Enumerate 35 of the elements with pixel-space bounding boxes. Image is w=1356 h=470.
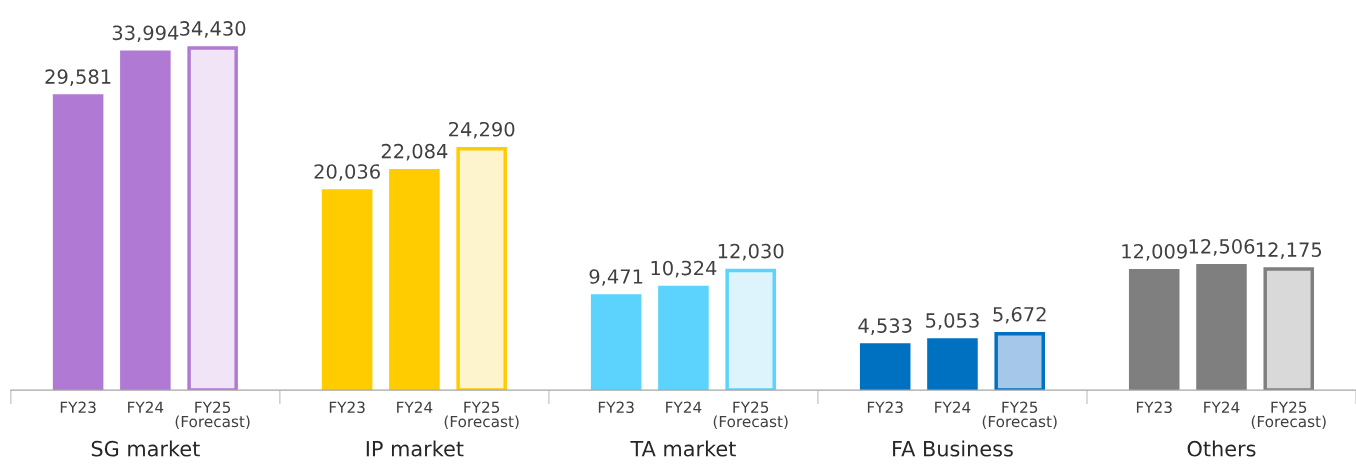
data-label: 12,009 [1122,243,1187,261]
data-label: 12,175 [1256,242,1322,259]
x-tick-label: FY23 [1136,401,1172,414]
data-label: 34,430 [180,21,246,38]
data-label: 9,471 [589,269,643,286]
x-tick-label: FY25 (Forecast) [1251,401,1326,430]
x-tick-label: FY23 [329,401,365,414]
data-label: 12,506 [1189,239,1255,256]
data-label: 33,994 [112,25,179,43]
x-tick-label: FY24 [397,401,433,413]
text: FA Business [893,440,1013,457]
data-label: 5,672 [993,306,1046,324]
x-tick-label: FY25 (Forecast) [982,401,1057,430]
text: SG market [91,440,200,457]
data-label: 29,581 [45,69,111,86]
x-tick-label: FY25 (Forecast) [713,401,788,430]
text: Others [1187,440,1256,457]
data-label: 10,324 [651,260,717,278]
x-tick-label: FY23 [598,401,634,414]
data-label: 4,533 [858,318,912,335]
text: IP market [366,440,464,457]
x-tick-label: FY23 [867,401,903,414]
x-tick-label: FY25 (Forecast) [175,401,250,430]
data-label: 24,290 [449,121,515,139]
x-tick-label: FY24 [666,401,702,413]
x-tick-label: FY24 [1204,401,1240,413]
data-label: 12,030 [718,243,784,261]
x-tick-label: FY24 [128,401,164,413]
text: TA market [630,440,736,457]
data-label: 5,053 [926,313,979,330]
x-tick-label: FY24 [935,401,971,413]
x-tick-label: FY23 [60,401,96,414]
data-label: 20,036 [314,164,380,181]
data-label: 22,084 [381,143,448,161]
x-tick-label: FY25 (Forecast) [444,401,519,430]
